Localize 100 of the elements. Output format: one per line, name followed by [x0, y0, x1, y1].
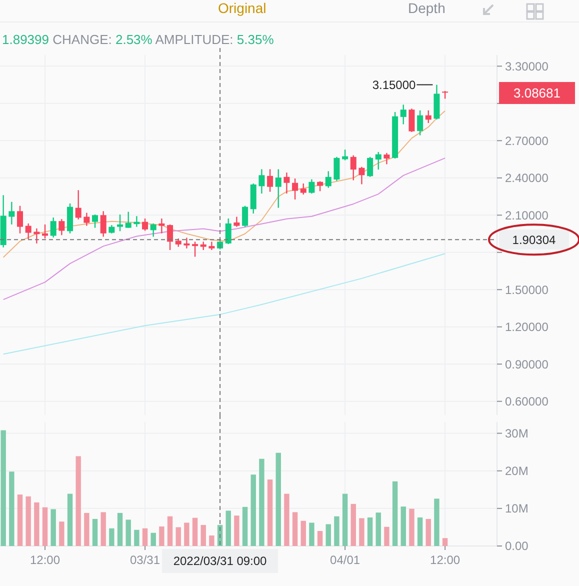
candlestick: [267, 168, 274, 192]
bar: [317, 530, 323, 546]
candlestick: [125, 211, 132, 228]
candlestick: [350, 154, 356, 181]
bar: [334, 516, 340, 546]
candlestick: [150, 222, 156, 238]
line-series: [2, 110, 446, 258]
bar: [176, 527, 181, 546]
candlestick: [258, 168, 265, 194]
bar: [42, 507, 48, 546]
text: Original: [218, 0, 266, 16]
bar: [442, 538, 448, 546]
line-series: [2, 158, 446, 300]
bar: [326, 524, 331, 546]
candlestick: [158, 218, 165, 234]
candlestick: [317, 180, 324, 192]
bar: [17, 494, 23, 546]
bar: [400, 506, 406, 546]
bar: [26, 496, 31, 546]
bar: [167, 516, 173, 546]
y-tick-label: 1.20000: [505, 320, 549, 334]
candlestick: [75, 190, 82, 220]
bar: [292, 512, 298, 546]
bar: [250, 474, 256, 546]
bar: [0, 430, 6, 546]
bar: [309, 522, 314, 546]
candlestick: [242, 205, 248, 228]
candlestick: [100, 210, 106, 238]
bar: [9, 472, 14, 546]
candlestick: [184, 237, 190, 250]
bar: [126, 520, 131, 546]
bar: [267, 479, 273, 546]
y-tick-label: 2.70000: [505, 134, 549, 148]
candlestick: [425, 110, 432, 124]
x-tick-label: 04/01: [330, 553, 360, 567]
bar: [76, 456, 81, 546]
y-tick-label: 0.90000: [505, 357, 549, 372]
candlestick: [192, 241, 198, 258]
x-tick-label: 12:00: [30, 553, 60, 567]
ref-line-label: 1.90304: [512, 232, 556, 247]
bar: [426, 518, 431, 546]
y-tick-label: 10M: [505, 502, 528, 516]
candlestick: [17, 205, 23, 234]
line-series: [2, 253, 446, 355]
y-tick-label: 3.30000: [505, 59, 549, 74]
ref-line-label: 2022/03/31 09:00: [173, 554, 268, 568]
bar: [192, 518, 198, 546]
candlestick: [92, 214, 98, 228]
candlestick: [84, 212, 90, 226]
candlestick: [300, 182, 306, 196]
bar: [259, 458, 264, 546]
bar: [367, 517, 373, 546]
candlestick: [384, 152, 390, 165]
bar: [392, 481, 398, 546]
bar: [67, 494, 73, 546]
candlestick: [142, 218, 148, 232]
candlestick: [275, 168, 282, 208]
candlestick: [8, 201, 15, 226]
candlestick: [308, 178, 315, 194]
text: Depth: [408, 0, 446, 16]
candlestick: [375, 151, 382, 170]
y-tick-label: 0.00: [505, 539, 529, 554]
bar: [350, 504, 356, 546]
bar: [434, 498, 440, 546]
bar: [300, 520, 306, 546]
y-tick-label: 0.60000: [505, 394, 549, 409]
bar: [184, 522, 190, 546]
y-tick-label: 20M: [505, 464, 528, 478]
candlestick: [58, 218, 65, 236]
bar: [276, 452, 281, 546]
candlestick: [208, 241, 215, 251]
annotation: 3.15000: [372, 78, 416, 92]
candlestick: [25, 222, 32, 240]
x-tick-label: 03/31: [130, 553, 160, 567]
bar: [417, 517, 423, 546]
bar: [234, 516, 240, 546]
candlestick: [334, 156, 340, 182]
text: 3.08681: [514, 86, 560, 101]
bar: [92, 518, 98, 546]
x-tick-label: 12:00: [430, 553, 460, 567]
bar: [242, 506, 248, 546]
bar: [150, 532, 156, 546]
candlestick: [284, 172, 290, 194]
bar: [100, 512, 106, 546]
bar: [84, 512, 90, 546]
candlestick: [225, 218, 232, 245]
bar: [59, 522, 64, 546]
y-tick-label: 30M: [505, 426, 528, 440]
bar: [142, 528, 148, 546]
bar: [284, 494, 290, 546]
y-tick-label: 2.40000: [505, 171, 549, 186]
candlestick: [342, 148, 348, 161]
candlestick: [358, 166, 365, 185]
bar: [117, 512, 123, 546]
bar: [409, 508, 414, 546]
bar: [200, 524, 206, 546]
bar: [34, 502, 40, 546]
y-tick-label: 1.50000: [505, 282, 549, 297]
bar: [226, 510, 231, 546]
bar: [359, 518, 364, 546]
